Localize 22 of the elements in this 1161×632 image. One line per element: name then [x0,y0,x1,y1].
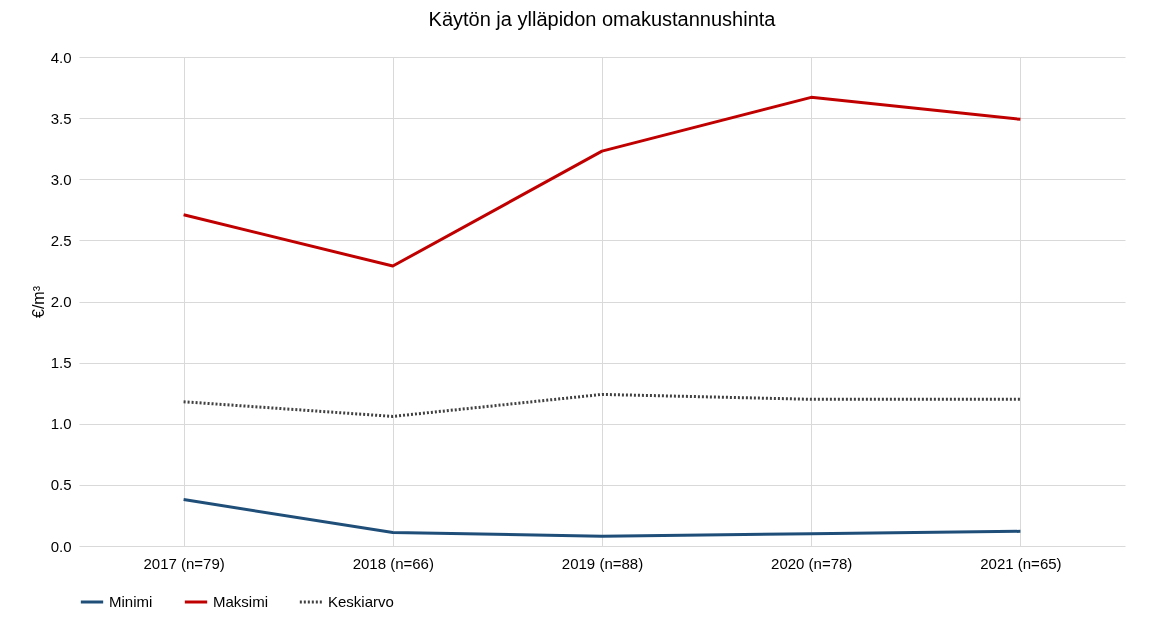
x-tick-label: 2021 (n=65) [980,554,1062,572]
y-tick-label: 1.0 [50,415,72,433]
legend-label: Maksimi [213,593,268,610]
y-tick-label: 2.0 [50,293,72,310]
x-tick-label: 2020 (n=78) [771,554,853,572]
y-tick-label: 1.5 [50,354,72,372]
y-tick-label: 0.5 [50,476,72,494]
legend-label: Minimi [109,593,153,610]
x-tick-label: 2017 (n=79) [143,554,225,572]
legend-label: Keskiarvo [328,593,394,610]
line-series [182,498,1022,538]
line-series [182,392,1022,418]
y-axis-title: €/m³ [29,285,47,318]
y-tick-label: 0.0 [50,537,72,555]
x-tick-label: 2019 (n=88) [561,554,644,572]
x-tick-label: 2018 (n=66) [352,554,434,572]
y-tick-label: 2.5 [50,231,72,249]
chart-title: Käytön ja ylläpidon omakustannushinta [428,8,777,30]
y-tick-label: 4.0 [50,48,72,66]
y-tick-label: 3.5 [50,109,72,127]
line-series [182,95,1022,268]
y-tick-label: 3.0 [50,170,72,188]
